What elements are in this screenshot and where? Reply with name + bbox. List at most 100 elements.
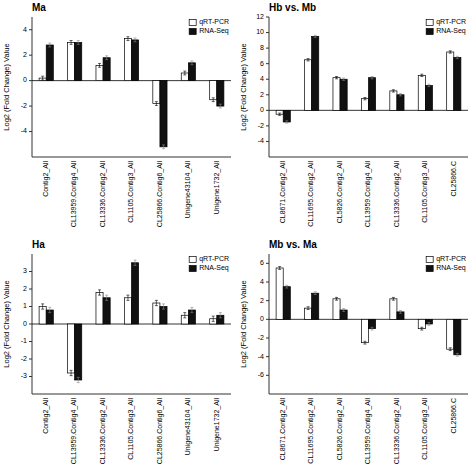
y-tick-label: -4 <box>258 137 264 144</box>
x-axis-line <box>32 394 231 395</box>
error-bar <box>399 94 402 96</box>
error-bar <box>105 295 108 300</box>
error-bar-line <box>105 295 108 300</box>
x-tick-label: CL8671.Contig2_All <box>279 398 287 461</box>
x-tick-label: CL1105.Contig3_All <box>421 398 429 460</box>
error-bar <box>134 38 137 42</box>
panel: MaLog2 (Fold Change) Value-4-2024Contig2… <box>2 2 231 227</box>
chart-root: MaLog2 (Fold Change) Value-4-2024Contig2… <box>0 0 474 474</box>
error-bar <box>285 285 288 288</box>
error-bar-line <box>449 348 452 351</box>
error-bar <box>70 41 73 45</box>
bar <box>305 60 312 111</box>
y-tick <box>266 17 269 18</box>
y-tick <box>29 324 32 325</box>
error-bar-line <box>219 104 222 108</box>
bar <box>153 81 160 104</box>
x-axis-line <box>32 157 231 158</box>
error-bar <box>420 74 423 76</box>
y-tick <box>29 55 32 56</box>
legend-swatch <box>426 257 433 263</box>
x-tick-label: CL13336.Contig2_All <box>393 398 401 465</box>
error-bar <box>278 267 281 270</box>
bar <box>340 79 347 110</box>
error-bar <box>392 90 395 92</box>
error-bar-line <box>48 43 51 47</box>
bar <box>333 299 340 320</box>
bar <box>312 293 319 319</box>
panel: Mb vs. MaLog2 (Fold Change) Value-6-4-20… <box>239 239 468 464</box>
error-bar <box>126 37 129 41</box>
y-tick <box>266 63 269 64</box>
x-tick-label: CL25866.Contig6_All <box>156 398 164 465</box>
y-tick-label: 0 <box>260 106 264 113</box>
error-bar <box>219 104 222 108</box>
error-bar-line <box>134 38 137 42</box>
legend-label: RNA-Seq <box>436 264 466 272</box>
bar <box>132 263 139 324</box>
bar <box>454 57 461 110</box>
legend-swatch <box>189 266 196 272</box>
error-bar-line <box>183 313 186 318</box>
y-axis-label: Log2 (Fold Change) Value <box>239 280 248 367</box>
y-tick <box>266 141 269 142</box>
panel: Hb vs. MbLog2 (Fold Change) Value-4-2024… <box>239 2 468 227</box>
title: Ha <box>32 239 45 250</box>
y-tick-label: -2 <box>258 334 264 341</box>
error-bar <box>363 341 366 344</box>
y-axis-line <box>269 17 270 157</box>
x-tick-label: CL25866.C <box>450 161 457 196</box>
error-bar <box>278 113 281 115</box>
x-tick-label: Unigene43104_All <box>184 161 192 219</box>
y-tick-label: -1 <box>21 337 27 344</box>
x-axis-line <box>269 394 468 395</box>
x-axis-line <box>269 157 468 158</box>
error-bar <box>456 56 459 58</box>
y-tick-label: 4 <box>260 75 264 82</box>
x-tick-label: CL13959.Contig4_All <box>70 161 78 228</box>
error-bar <box>183 313 186 318</box>
error-bar-line <box>126 295 129 300</box>
x-tick-label: CL13336.Contig2_All <box>393 161 401 228</box>
error-bar-line <box>335 297 338 300</box>
y-tick-label: 2 <box>23 51 27 58</box>
plot-area <box>39 37 224 149</box>
bar <box>75 324 82 380</box>
error-bar-line <box>70 370 73 375</box>
legend-swatch <box>426 20 433 26</box>
error-bar <box>183 71 186 75</box>
error-bar-line <box>363 341 366 344</box>
error-bar-line <box>134 260 137 265</box>
error-bar-line <box>77 41 80 45</box>
error-bar <box>392 297 395 300</box>
legend: qRT-PCRRNA-Seq <box>189 18 229 35</box>
y-tick <box>266 375 269 376</box>
legend-label: RNA-Seq <box>199 264 229 272</box>
y-tick <box>29 80 32 81</box>
error-bar-line <box>278 113 281 115</box>
x-tick-label: CL13959.Contig4_All <box>70 398 78 465</box>
bar <box>217 81 224 106</box>
y-tick <box>266 338 269 339</box>
x-tick-label: CL1105.Contig3_All <box>127 161 135 223</box>
error-bar <box>314 35 317 37</box>
error-bar <box>449 348 452 351</box>
y-tick-label: 2 <box>260 91 264 98</box>
error-bar-line <box>212 98 215 102</box>
error-bar-line <box>77 377 80 382</box>
error-bar-line <box>155 102 158 106</box>
y-tick-label: 1 <box>23 302 27 309</box>
y-tick <box>29 306 32 307</box>
error-bar <box>126 295 129 300</box>
error-bar-line <box>307 59 310 61</box>
error-bar-line <box>162 145 165 149</box>
x-tick-label: CL5826.Contig2_All <box>336 398 344 461</box>
error-bar-line <box>392 90 395 92</box>
x-tick-label: CL8671.Contig2_All <box>279 161 287 224</box>
error-bar-line <box>342 309 345 312</box>
plot-area <box>276 267 461 357</box>
error-bar <box>449 51 452 53</box>
y-tick-label: 8 <box>260 44 264 51</box>
error-bar <box>190 307 193 312</box>
error-bar <box>420 327 423 330</box>
